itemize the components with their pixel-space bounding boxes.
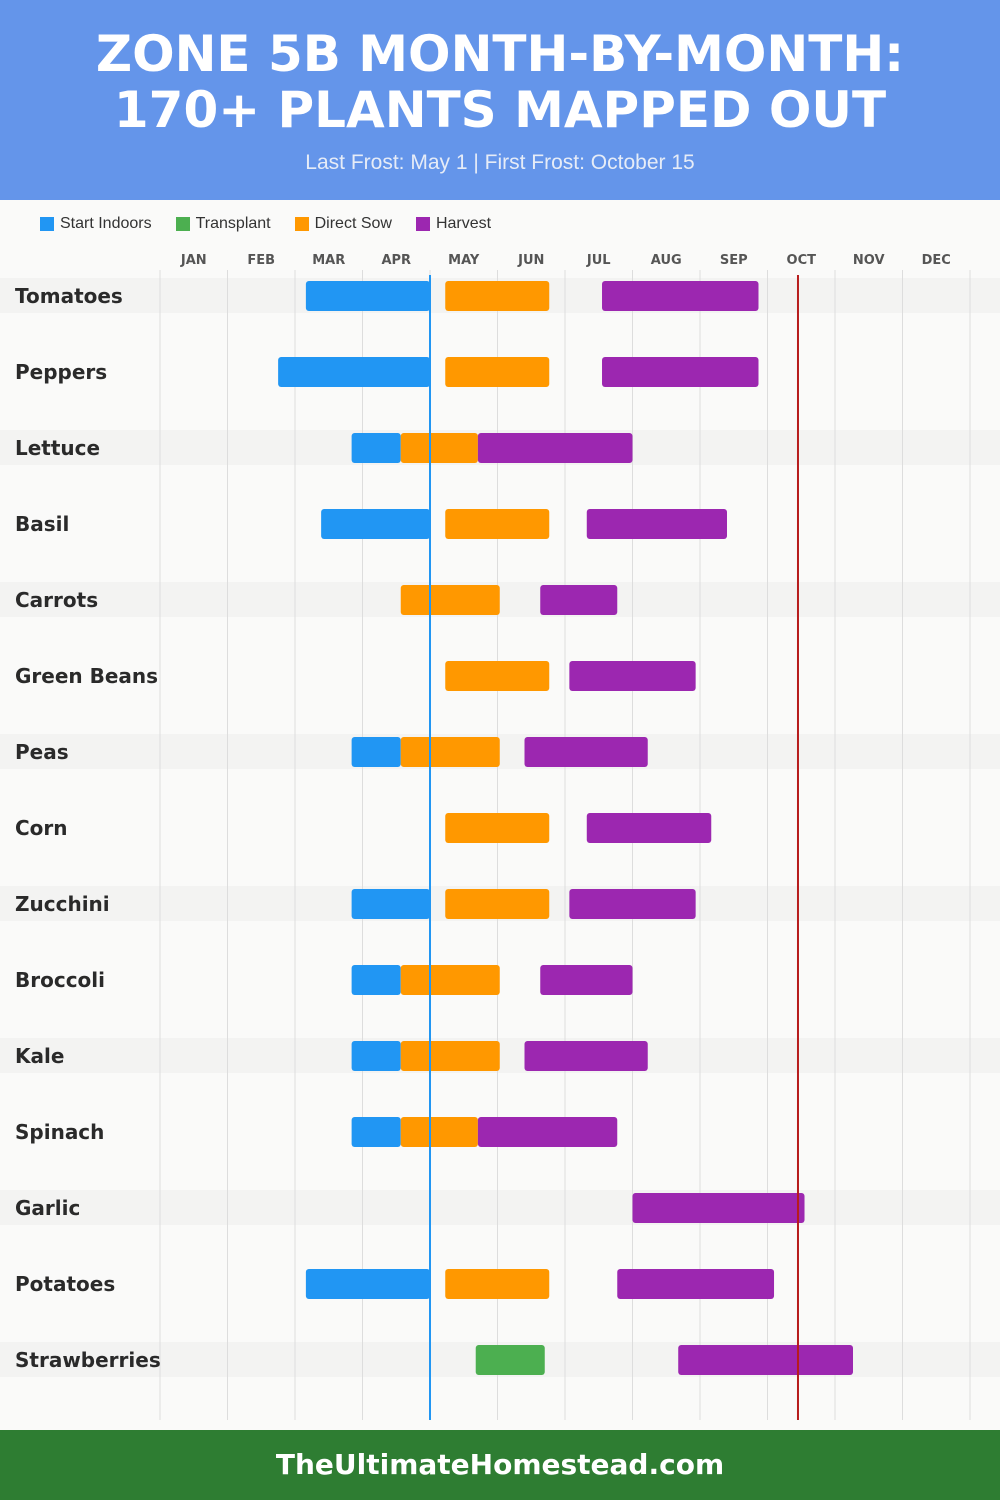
bar-start-indoors [351, 1041, 401, 1071]
bar-start-indoors [305, 1269, 430, 1299]
plant-label: Carrots [15, 588, 98, 612]
frost-dates-subtitle: Last Frost: May 1 | First Frost: October… [305, 151, 695, 174]
legend-item-start-indoors: Start Indoors [40, 215, 152, 233]
plant-label: Tomatoes [15, 284, 123, 308]
row-stripe [0, 1038, 1000, 1073]
legend-label: Harvest [435, 215, 492, 232]
plant-label: Basil [15, 512, 69, 536]
bar-direct-sow [445, 1269, 550, 1299]
plant-label: Kale [15, 1044, 64, 1068]
planting-calendar-chart: JAN FEB MAR APR MAY JUN JUL AUG SEP OCT NOV DEC Toma… [0, 253, 1000, 1420]
bar-harvest [477, 433, 633, 463]
bar-direct-sow [400, 585, 500, 615]
legend-item-harvest: Harvest [415, 215, 492, 233]
legend-item-direct-sow: Direct Sow [294, 215, 392, 233]
bar-direct-sow [400, 433, 478, 463]
month-label: DEC [922, 253, 951, 268]
bar-start-indoors [351, 737, 401, 767]
bar-direct-sow [445, 281, 550, 311]
bar-start-indoors [351, 1117, 401, 1147]
bar-harvest [477, 1117, 618, 1147]
month-label: OCT [787, 253, 817, 268]
plant-label: Green Beans [15, 664, 158, 688]
bar-direct-sow [445, 357, 550, 387]
month-label: SEP [720, 253, 748, 268]
bar-harvest [602, 281, 759, 311]
bar-harvest [569, 661, 696, 691]
row-stripe [0, 582, 1000, 617]
footer-website: TheUltimateHomestead.com [0, 1430, 1000, 1500]
plant-label: Strawberries [15, 1348, 161, 1372]
bar-harvest [540, 965, 633, 995]
bar-harvest [524, 1041, 648, 1071]
bar-direct-sow [445, 661, 550, 691]
bar-harvest [540, 585, 618, 615]
plant-label: Potatoes [15, 1272, 115, 1296]
month-label: JUN [517, 253, 544, 268]
plant-label: Zucchini [15, 892, 110, 916]
month-label: JAN [180, 253, 207, 268]
legend-label: Start Indoors [60, 215, 152, 232]
bar-start-indoors [305, 281, 430, 311]
row-stripe [0, 734, 1000, 769]
bar-harvest [678, 1345, 853, 1375]
bar-direct-sow [400, 1117, 478, 1147]
plant-label: Peas [15, 740, 69, 764]
bar-direct-sow [445, 889, 550, 919]
plant-label: Spinach [15, 1120, 104, 1144]
bar-start-indoors [351, 965, 401, 995]
plant-label: Lettuce [15, 436, 100, 460]
bar-harvest [586, 509, 727, 539]
plant-label: Broccoli [15, 968, 105, 992]
legend-label: Transplant [195, 215, 271, 232]
row-stripe [0, 1190, 1000, 1225]
bar-harvest [569, 889, 696, 919]
bar-harvest [602, 357, 759, 387]
bar-direct-sow [445, 509, 550, 539]
bar-start-indoors [321, 509, 430, 539]
plant-label: Peppers [15, 360, 107, 384]
month-label: NOV [853, 253, 885, 268]
page-title: ZONE 5B MONTH-BY-MONTH: 170+ PLANTS MAPP… [95, 25, 905, 139]
legend-swatch [294, 217, 309, 231]
month-label: JUL [586, 253, 611, 268]
legend-swatch [175, 217, 190, 231]
legend: Start Indoors Transplant Direct Sow Harv… [40, 215, 515, 233]
bar-direct-sow [400, 965, 500, 995]
month-label: MAR [312, 253, 345, 268]
month-label: FEB [247, 253, 275, 268]
legend-swatch [415, 217, 430, 231]
plant-label: Garlic [15, 1196, 80, 1220]
bar-harvest [632, 1193, 805, 1223]
plant-label: Corn [15, 816, 68, 840]
bar-direct-sow [400, 1041, 500, 1071]
bar-start-indoors [351, 433, 401, 463]
bar-direct-sow [400, 737, 500, 767]
legend-swatch [40, 217, 54, 231]
bar-harvest [586, 813, 712, 843]
month-label: AUG [651, 253, 682, 268]
header-banner: ZONE 5B MONTH-BY-MONTH: 170+ PLANTS MAPP… [0, 0, 1000, 200]
bar-transplant [475, 1345, 545, 1375]
bar-start-indoors [351, 889, 430, 919]
bar-harvest [617, 1269, 775, 1299]
month-label: APR [381, 253, 411, 268]
legend-label: Direct Sow [314, 215, 392, 232]
legend-item-transplant: Transplant [175, 215, 271, 233]
bar-direct-sow [445, 813, 550, 843]
month-label: MAY [448, 253, 480, 268]
bar-start-indoors [278, 357, 430, 387]
bar-harvest [524, 737, 648, 767]
